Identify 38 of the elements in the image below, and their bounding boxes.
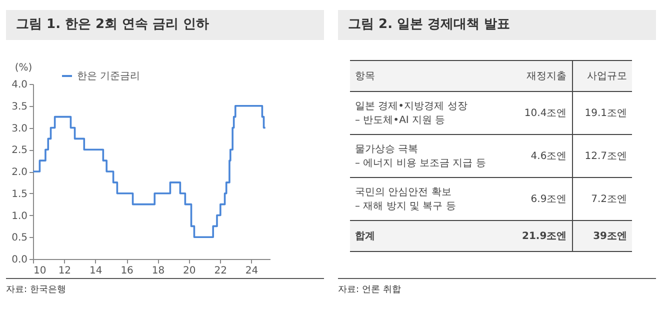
x-tick-label: 22: [214, 266, 227, 276]
x-tick-label: 10: [34, 266, 46, 276]
text: 항목: [350, 60, 510, 92]
x-tick-label: 24: [245, 266, 258, 276]
text: 재정지출: [510, 60, 572, 92]
text: 사업규모: [572, 60, 632, 92]
text: 6.9조엔: [510, 178, 572, 220]
text: 합계: [350, 220, 510, 252]
x-tick-label: 18: [152, 266, 165, 276]
text: 자료: 언론 취합: [338, 278, 656, 296]
text: 그림 2. 일본 경제대책 발표: [338, 10, 656, 40]
text: 10.4조엔: [510, 92, 572, 134]
text: 자료: 한국은행: [6, 278, 324, 296]
y-tick-label: 0.5: [12, 232, 28, 244]
text: 국민의 안심안전 확보 – 재해 방지 및 복구 등: [350, 178, 510, 220]
y-tick-label: 1.5: [12, 188, 28, 200]
chart-title: 그림 1. 한은 2회 연속 금리 인하: [6, 10, 324, 40]
y-tick-label: 2.5: [12, 145, 28, 156]
x-tick-label: 16: [120, 266, 134, 276]
y-tick-label: 4.0: [12, 80, 28, 90]
text: 39조엔: [572, 220, 632, 252]
y-tick-label: 3.0: [12, 123, 28, 134]
legend-label: 한은 기준금리: [77, 71, 140, 82]
text: 19.1조엔: [572, 92, 632, 134]
y-tick-label: 1.0: [12, 210, 28, 222]
text: 12.7조엔: [572, 134, 632, 178]
x-tick-label: 20: [183, 266, 196, 276]
text: 물가상승 극복 – 에너지 비용 보조금 지급 등: [350, 134, 510, 178]
text: 21.9조엔: [510, 220, 572, 252]
y-tick-label: 3.5: [12, 101, 28, 112]
y-tick-label: 0.0: [12, 254, 28, 266]
y-axis-title: (%): [14, 62, 32, 74]
text: 4.6조엔: [510, 134, 572, 178]
x-tick-label: 14: [90, 266, 102, 276]
x-tick-label: 12: [58, 266, 72, 276]
text: 7.2조엔: [572, 178, 632, 220]
y-tick-label: 2.0: [12, 167, 28, 178]
text: 일본 경제•지방경제 성장 – 반도체•AI 지원 등: [350, 92, 510, 134]
